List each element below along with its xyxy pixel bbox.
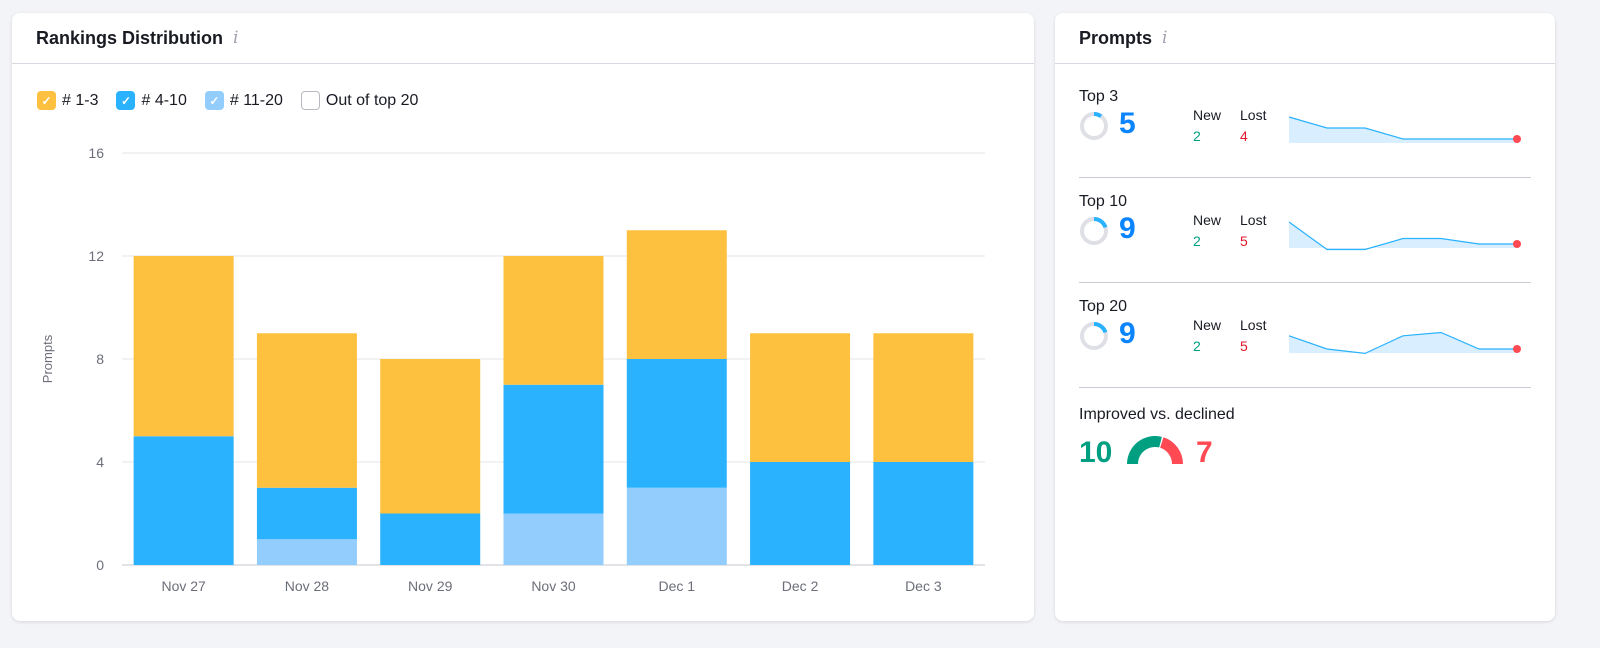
improved-declined: Improved vs. declined 10 7 — [1079, 406, 1235, 469]
x-tick-label: Nov 28 — [285, 578, 330, 594]
sparkline-area — [1289, 332, 1517, 354]
sparkline-endpoint — [1513, 345, 1521, 353]
rankings-distribution-card: Rankings Distribution i ✓ # 1-3 ✓ # 4-10 ✓ # 1… — [12, 13, 1034, 621]
lost-value: 5 — [1240, 233, 1248, 249]
sparkline-area — [1289, 222, 1517, 250]
prompt-row: Top 10 9 New Lost 2 5 — [1079, 178, 1531, 283]
bar-segment[interactable] — [256, 487, 357, 540]
sparkline-endpoint — [1513, 135, 1521, 143]
lost-value: 5 — [1240, 338, 1248, 354]
legend-item[interactable]: ✓ # 4-10 — [116, 91, 187, 110]
bar-segment[interactable] — [873, 462, 974, 565]
x-tick-label: Nov 29 — [408, 578, 453, 594]
bar-segment[interactable] — [256, 333, 357, 488]
bar-segment[interactable] — [133, 256, 234, 437]
lost-label: Lost — [1240, 317, 1267, 333]
new-value: 2 — [1193, 233, 1201, 249]
improved-declined-gauge — [1127, 436, 1183, 464]
checkbox-icon[interactable] — [300, 91, 320, 110]
new-label: New — [1193, 317, 1222, 333]
x-tick-label: Nov 30 — [531, 578, 576, 594]
legend-item[interactable]: Out of top 20 — [300, 91, 419, 110]
legend: ✓ # 1-3 ✓ # 4-10 ✓ # 11-20 Out of top 20 — [37, 91, 418, 110]
bar-segment[interactable] — [626, 230, 727, 359]
card-header: Prompts i — [1055, 13, 1555, 64]
bar-segment[interactable] — [626, 487, 727, 565]
y-tick-label: 8 — [96, 351, 104, 367]
new-label: New — [1193, 107, 1222, 123]
info-icon[interactable]: i — [233, 28, 239, 48]
y-tick-label: 4 — [96, 454, 104, 470]
new-label: New — [1193, 212, 1222, 228]
bar-segment[interactable] — [750, 333, 851, 462]
bar-segment[interactable] — [133, 436, 234, 565]
card-title: Rankings Distribution — [36, 27, 224, 48]
y-tick-label: 12 — [88, 248, 104, 264]
sparkline-line — [1288, 221, 1517, 251]
lost-value: 4 — [1240, 128, 1248, 144]
bar-segment[interactable] — [873, 333, 974, 462]
new-value: 2 — [1193, 338, 1201, 354]
checkbox-checked-icon[interactable]: ✓ — [37, 91, 56, 110]
legend-label: # 4-10 — [141, 91, 187, 109]
prompt-row: Top 3 5 New Lost 2 4 — [1079, 73, 1531, 178]
bar-segment[interactable] — [750, 462, 851, 565]
progress-ring-icon — [1080, 322, 1108, 350]
bar-segment[interactable] — [503, 384, 604, 514]
prompts-card: Prompts i Top 3 5 New Lost 2 4 Top 10 9 Ne… — [1055, 13, 1555, 621]
lost-label: Lost — [1240, 107, 1267, 123]
bar-segment[interactable] — [503, 513, 604, 566]
gauge-declined — [1160, 437, 1183, 464]
y-tick-label: 0 — [96, 557, 104, 573]
legend-item[interactable]: ✓ # 1-3 — [37, 91, 98, 110]
progress-ring-icon — [1080, 217, 1108, 245]
x-tick-label: Nov 27 — [161, 578, 206, 594]
x-tick-label: Dec 1 — [658, 578, 695, 594]
progress-ring-icon — [1080, 112, 1108, 140]
y-axis-label: Prompts — [40, 334, 55, 383]
gauge-improved — [1127, 436, 1162, 464]
bar-segment[interactable] — [256, 539, 357, 565]
row-value: 9 — [1119, 317, 1136, 350]
bar-segment[interactable] — [626, 359, 727, 488]
row-value: 9 — [1119, 212, 1136, 245]
legend-item[interactable]: ✓ # 11-20 — [204, 91, 283, 110]
bar-segment[interactable] — [380, 359, 481, 514]
sparkline — [1288, 331, 1521, 355]
improved-value: 10 — [1079, 436, 1113, 469]
checkbox-checked-icon[interactable]: ✓ — [204, 91, 224, 110]
lost-label: Lost — [1240, 212, 1267, 228]
row-label: Top 3 — [1079, 88, 1119, 105]
declined-value: 7 — [1196, 436, 1213, 469]
card-header: Rankings Distribution i — [12, 13, 1034, 64]
bar-segment[interactable] — [380, 513, 481, 566]
rankings-chart: 0 4 8 12 16 Prompts Nov 27 Nov 28 Nov 29 Nov 30 De… — [40, 145, 985, 594]
x-tick-label: Dec 2 — [782, 578, 819, 594]
row-label: Top 20 — [1079, 298, 1128, 315]
card-title: Prompts — [1079, 27, 1153, 48]
sparkline — [1288, 116, 1521, 143]
x-tick-label: Dec 3 — [905, 578, 942, 594]
y-tick-label: 16 — [88, 145, 104, 161]
info-icon[interactable]: i — [1162, 28, 1168, 48]
row-value: 5 — [1119, 107, 1136, 140]
improved-label: Improved vs. declined — [1079, 406, 1235, 423]
sparkline-line — [1288, 116, 1517, 140]
legend-label: # 1-3 — [62, 91, 99, 109]
sparkline-area — [1289, 117, 1517, 143]
bar-segment[interactable] — [503, 256, 604, 385]
legend-label: Out of top 20 — [325, 91, 419, 109]
checkbox-checked-icon[interactable]: ✓ — [116, 91, 136, 110]
sparkline-endpoint — [1513, 240, 1521, 248]
sparkline-line — [1288, 331, 1517, 355]
row-label: Top 10 — [1079, 193, 1128, 210]
new-value: 2 — [1193, 128, 1201, 144]
sparkline — [1288, 221, 1521, 251]
prompt-row: Top 20 9 New Lost 2 5 — [1079, 283, 1531, 388]
legend-label: # 11-20 — [229, 91, 283, 109]
